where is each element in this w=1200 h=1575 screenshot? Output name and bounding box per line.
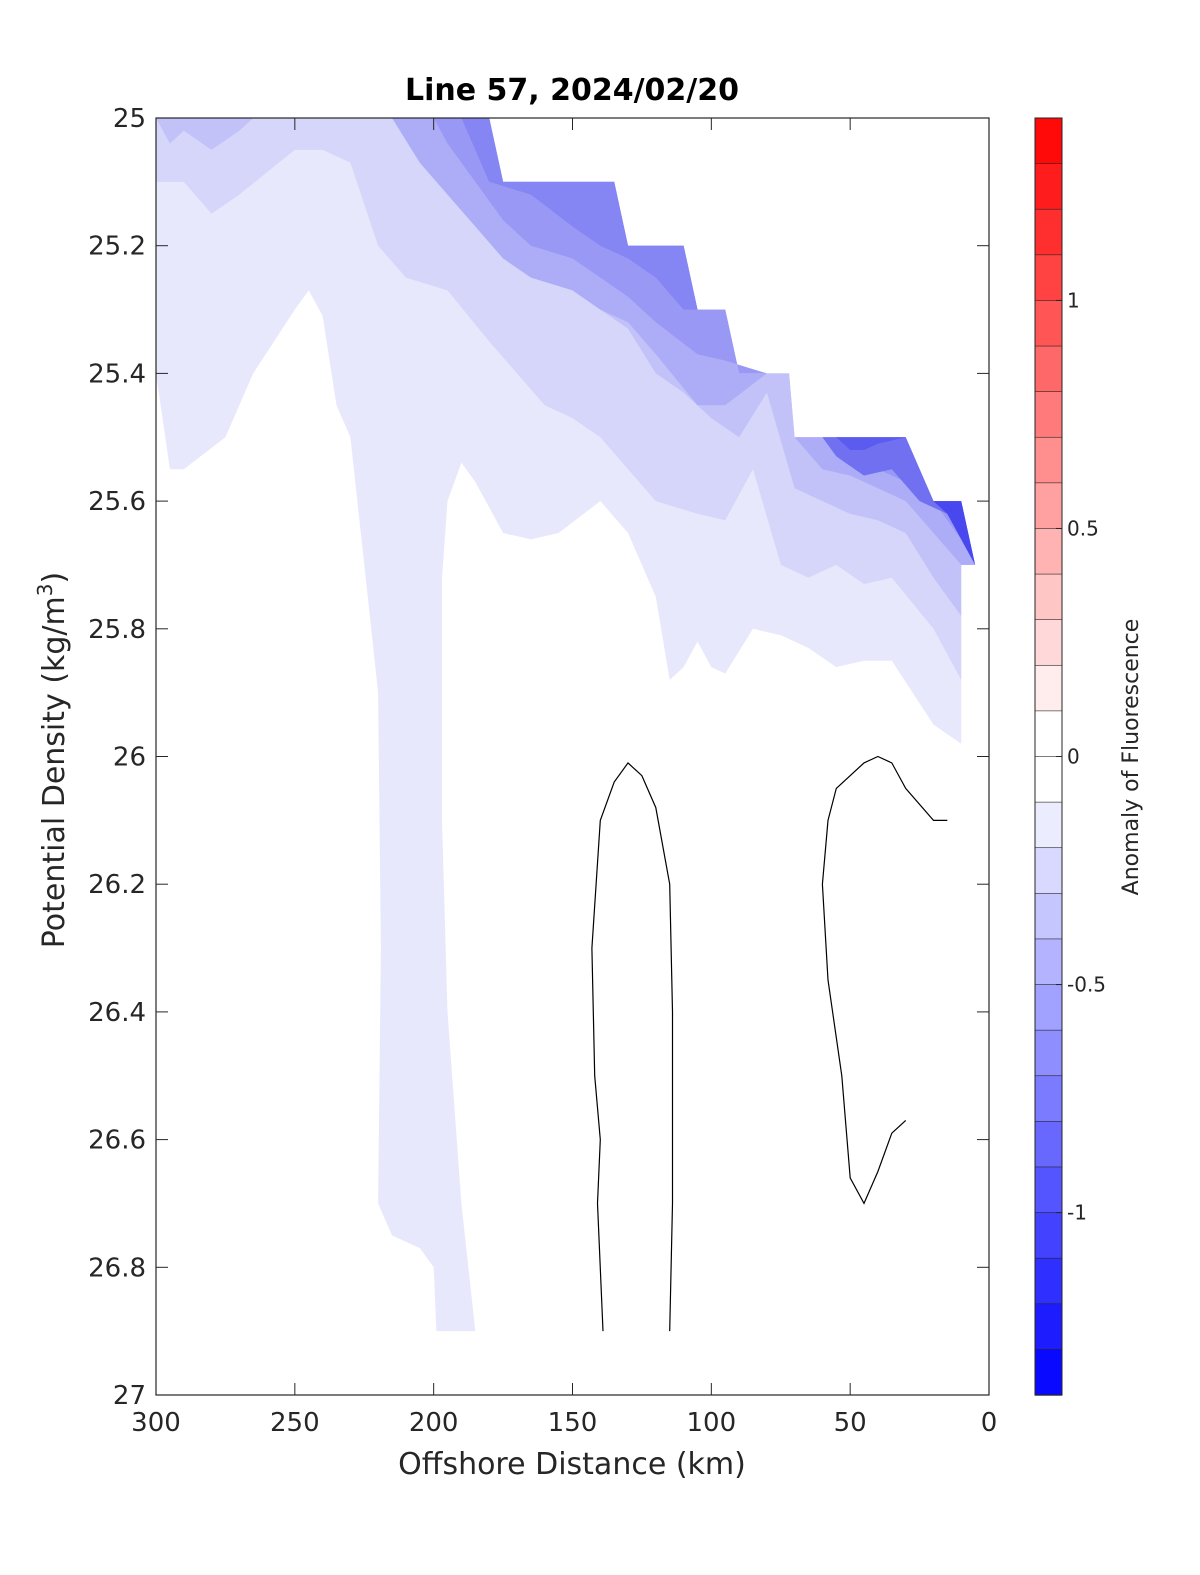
colorbar-tick-label: -0.5 bbox=[1067, 973, 1106, 997]
y-tick-label: 26.2 bbox=[88, 870, 146, 900]
anomaly-band-1 bbox=[156, 118, 976, 680]
colorbar-tick-label: 0.5 bbox=[1067, 516, 1099, 540]
colorbar-swatch bbox=[1034, 391, 1063, 438]
y-tick-label: 26.8 bbox=[88, 1253, 146, 1283]
colorbar-swatch bbox=[1034, 801, 1063, 849]
plot-area: 300 250 200 150 100 50 0 2525.225.425.625.8262… bbox=[88, 104, 997, 1438]
colorbar-ticks: 1 0.5 0 -0.5 -1 bbox=[1056, 288, 1106, 1225]
anomaly-band-5 bbox=[461, 118, 726, 310]
colorbar-swatch bbox=[1034, 893, 1063, 940]
anomaly-band-6 bbox=[822, 437, 976, 565]
anomaly-band-7 bbox=[836, 437, 906, 450]
y-axis-label-close: ) bbox=[37, 572, 72, 584]
colorbar-swatch bbox=[1034, 163, 1063, 210]
colorbar-swatch bbox=[1034, 1075, 1063, 1123]
anomaly-band-4 bbox=[433, 118, 976, 565]
colorbar-swatch bbox=[1034, 482, 1063, 530]
x-tick-label: 0 bbox=[981, 1408, 998, 1438]
colorbar-swatch bbox=[1034, 938, 1063, 986]
colorbar-swatch bbox=[1034, 1121, 1063, 1168]
colorbar-swatch bbox=[1034, 300, 1063, 347]
y-tick-label: 26.4 bbox=[88, 998, 146, 1028]
colorbar-tick-label: -1 bbox=[1067, 1201, 1087, 1225]
zero-contour-line-0 bbox=[591, 762, 674, 1332]
y-axis-ticks: 25 25.2 25.4 25.6 25.8 26 26.2 26.4 26.6 26.8 27 bbox=[88, 104, 989, 1411]
colorbar-swatch bbox=[1034, 619, 1063, 666]
y-axis-label-main: Potential Density (kg/m bbox=[37, 596, 72, 948]
colorbar-swatch bbox=[1034, 345, 1063, 393]
colorbar-swatch bbox=[1034, 984, 1063, 1031]
x-axis-label: Offshore Distance (km) bbox=[398, 1447, 746, 1482]
colorbar-swatch bbox=[1034, 436, 1063, 484]
colorbar-swatch bbox=[1034, 1303, 1063, 1351]
y-axis-label-superscript: 3 bbox=[33, 583, 57, 596]
y-tick-label: 26.6 bbox=[88, 1126, 146, 1156]
colorbar-tick-label: 0 bbox=[1067, 745, 1080, 769]
x-tick-label: 250 bbox=[270, 1408, 320, 1438]
colorbar-swatch bbox=[1034, 528, 1063, 575]
y-tick-label: 25.4 bbox=[88, 359, 146, 389]
x-tick-label: 200 bbox=[409, 1408, 459, 1438]
colorbar-swatch bbox=[1034, 1029, 1063, 1077]
colorbar-swatch bbox=[1034, 664, 1063, 712]
x-tick-label: 300 bbox=[131, 1408, 181, 1438]
colorbar-swatch bbox=[1034, 254, 1063, 302]
zero-contour-lines bbox=[591, 755, 948, 1332]
y-tick-label: 27 bbox=[113, 1381, 146, 1411]
x-tick-label: 150 bbox=[548, 1408, 598, 1438]
colorbar-swatch bbox=[1034, 1257, 1063, 1305]
colorbar-swatch bbox=[1034, 1166, 1063, 1214]
x-tick-label: 50 bbox=[834, 1408, 867, 1438]
y-tick-label: 25.2 bbox=[88, 232, 146, 262]
anomaly-bands bbox=[156, 118, 976, 1332]
y-tick-label: 25.6 bbox=[88, 487, 146, 517]
colorbar-swatch bbox=[1034, 1212, 1063, 1259]
y-tick-label: 25 bbox=[113, 104, 146, 134]
y-tick-label: 26 bbox=[113, 743, 146, 773]
colorbar-swatch bbox=[1034, 208, 1063, 256]
colorbar-swatch bbox=[1034, 756, 1063, 803]
x-axis-ticks: 300 250 200 150 100 50 0 bbox=[131, 118, 997, 1438]
colorbar-swatch bbox=[1034, 847, 1063, 895]
colorbar: 1 0.5 0 -0.5 -1 bbox=[1034, 117, 1106, 1396]
colorbar-swatch bbox=[1034, 117, 1063, 165]
colorbar-swatch bbox=[1034, 710, 1063, 758]
y-axis-label: Potential Density (kg/m3) bbox=[33, 572, 72, 948]
anomaly-band-8 bbox=[933, 501, 976, 565]
colorbar-swatch bbox=[1034, 1349, 1063, 1396]
colorbar-swatch bbox=[1034, 573, 1063, 621]
x-tick-label: 100 bbox=[687, 1408, 737, 1438]
zero-contour-line-1 bbox=[821, 755, 948, 1205]
colorbar-tick-label: 1 bbox=[1067, 288, 1080, 312]
chart-title: Line 57, 2024/02/20 bbox=[405, 73, 739, 108]
y-tick-label: 25.8 bbox=[88, 615, 146, 645]
colorbar-label: Anomaly of Fluorescence bbox=[1119, 619, 1144, 896]
